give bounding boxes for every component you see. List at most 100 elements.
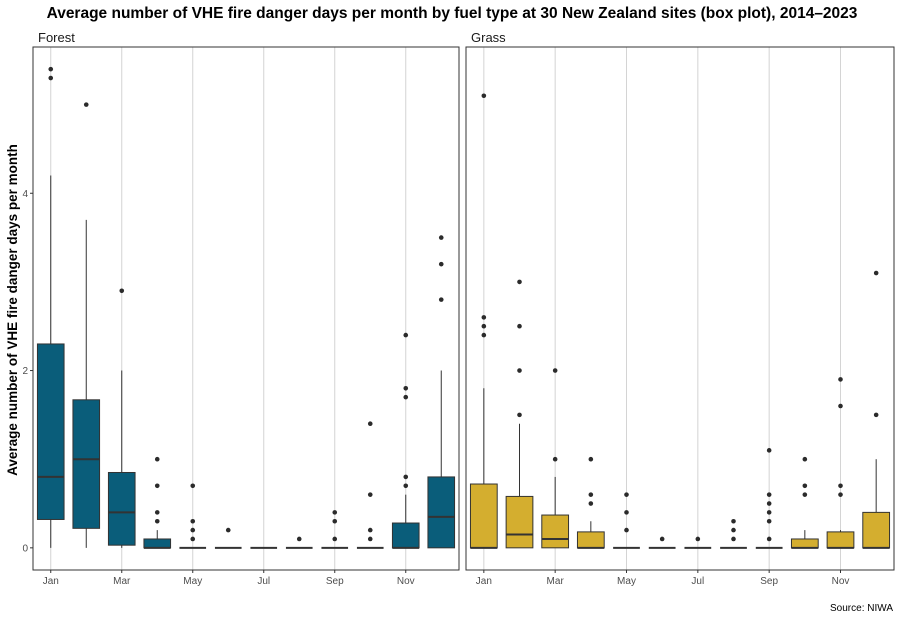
outlier-point [624,510,629,515]
box-sep [321,510,349,549]
box-oct [790,456,819,549]
outlier-point [802,483,808,489]
box-dec [427,235,456,549]
box-body [143,538,172,549]
outlier-point [403,385,409,391]
outlier-point [873,412,879,418]
outlier-point [766,448,772,453]
outlier-point [367,421,373,427]
outlier-point [766,518,772,524]
panel-border [465,46,895,571]
box-nov [826,377,855,549]
box-body [826,531,855,549]
outlier-point [367,492,373,497]
outlier-point [873,270,879,276]
box-may [613,492,640,549]
x-tick-label: Jul [257,576,270,587]
outlier-point [154,518,160,524]
outlier-point [481,93,487,99]
x-tick-label: Sep [326,576,344,587]
y-tick-label: 0 [22,543,28,554]
outlier-point [481,323,487,329]
panel-label: Forest [38,30,75,45]
box-body [790,538,819,549]
outlier-point [838,403,843,409]
outlier-point [517,279,522,285]
box-aug [285,536,313,549]
outlier-point [367,536,373,542]
y-axis-label: Average number of VHE fire danger days p… [5,144,20,476]
outlier-point [367,527,373,533]
x-tick-label: Nov [397,576,415,587]
outlier-point [624,527,629,533]
x-tick-label: Jan [43,576,59,587]
outlier-point [154,483,160,489]
box-oct [356,421,384,549]
outlier-point [154,456,160,462]
box-apr [143,456,172,549]
outlier-point [588,501,594,506]
outlier-point [624,492,629,497]
outlier-point [802,456,808,462]
outlier-point [731,527,736,533]
outlier-point [517,368,522,373]
outlier-point [552,368,558,373]
outlier-point [438,297,444,302]
outlier-point [225,527,231,533]
y-tick-label: 4 [22,189,28,200]
box-body [391,522,420,549]
outlier-point [802,492,808,497]
outlier-point [154,510,160,515]
outlier-point [588,492,594,497]
box-feb [72,102,101,548]
outlier-point [588,456,594,462]
box-dec [862,270,891,549]
outlier-point [731,518,736,524]
outlier-point [403,332,409,338]
outlier-point [481,315,487,320]
outlier-point [190,518,196,524]
outlier-point [766,492,772,497]
box-apr [576,456,605,549]
box-body [541,514,570,549]
chart-title: Average number of VHE fire danger days p… [47,5,858,22]
x-tick-label: Sep [760,576,778,587]
box-body [107,471,136,546]
box-jul [684,536,712,549]
outlier-point [838,483,843,489]
box-feb [505,279,534,549]
box-body [576,531,605,549]
outlier-point [190,483,196,489]
outlier-point [403,483,409,489]
box-jun [648,536,676,549]
box-mar [541,368,570,549]
box-mar [107,288,136,548]
x-tick-label: Jan [476,576,492,587]
outlier-point [731,536,736,542]
outlier-point [48,66,54,72]
outlier-point [403,394,409,400]
outlier-point [766,510,772,515]
y-tick-label: 2 [22,366,28,377]
outlier-point [48,75,54,81]
outlier-point [190,536,196,542]
outlier-point [332,510,338,515]
outlier-point [766,536,772,542]
box-body [862,511,891,549]
outlier-point [438,235,444,240]
box-body [505,495,534,549]
x-tick-label: May [183,576,202,587]
box-body [72,399,101,529]
box-body [469,483,498,549]
box-jan [36,66,65,548]
outlier-point [517,412,522,418]
x-tick-label: May [617,576,636,587]
box-jan [469,93,498,549]
outlier-point [659,536,665,542]
panel-label: Grass [471,30,506,45]
box-aug [720,518,747,549]
outlier-point [438,261,444,267]
box-body [36,343,65,520]
box-jun [214,527,242,549]
x-tick-label: Nov [832,576,850,587]
